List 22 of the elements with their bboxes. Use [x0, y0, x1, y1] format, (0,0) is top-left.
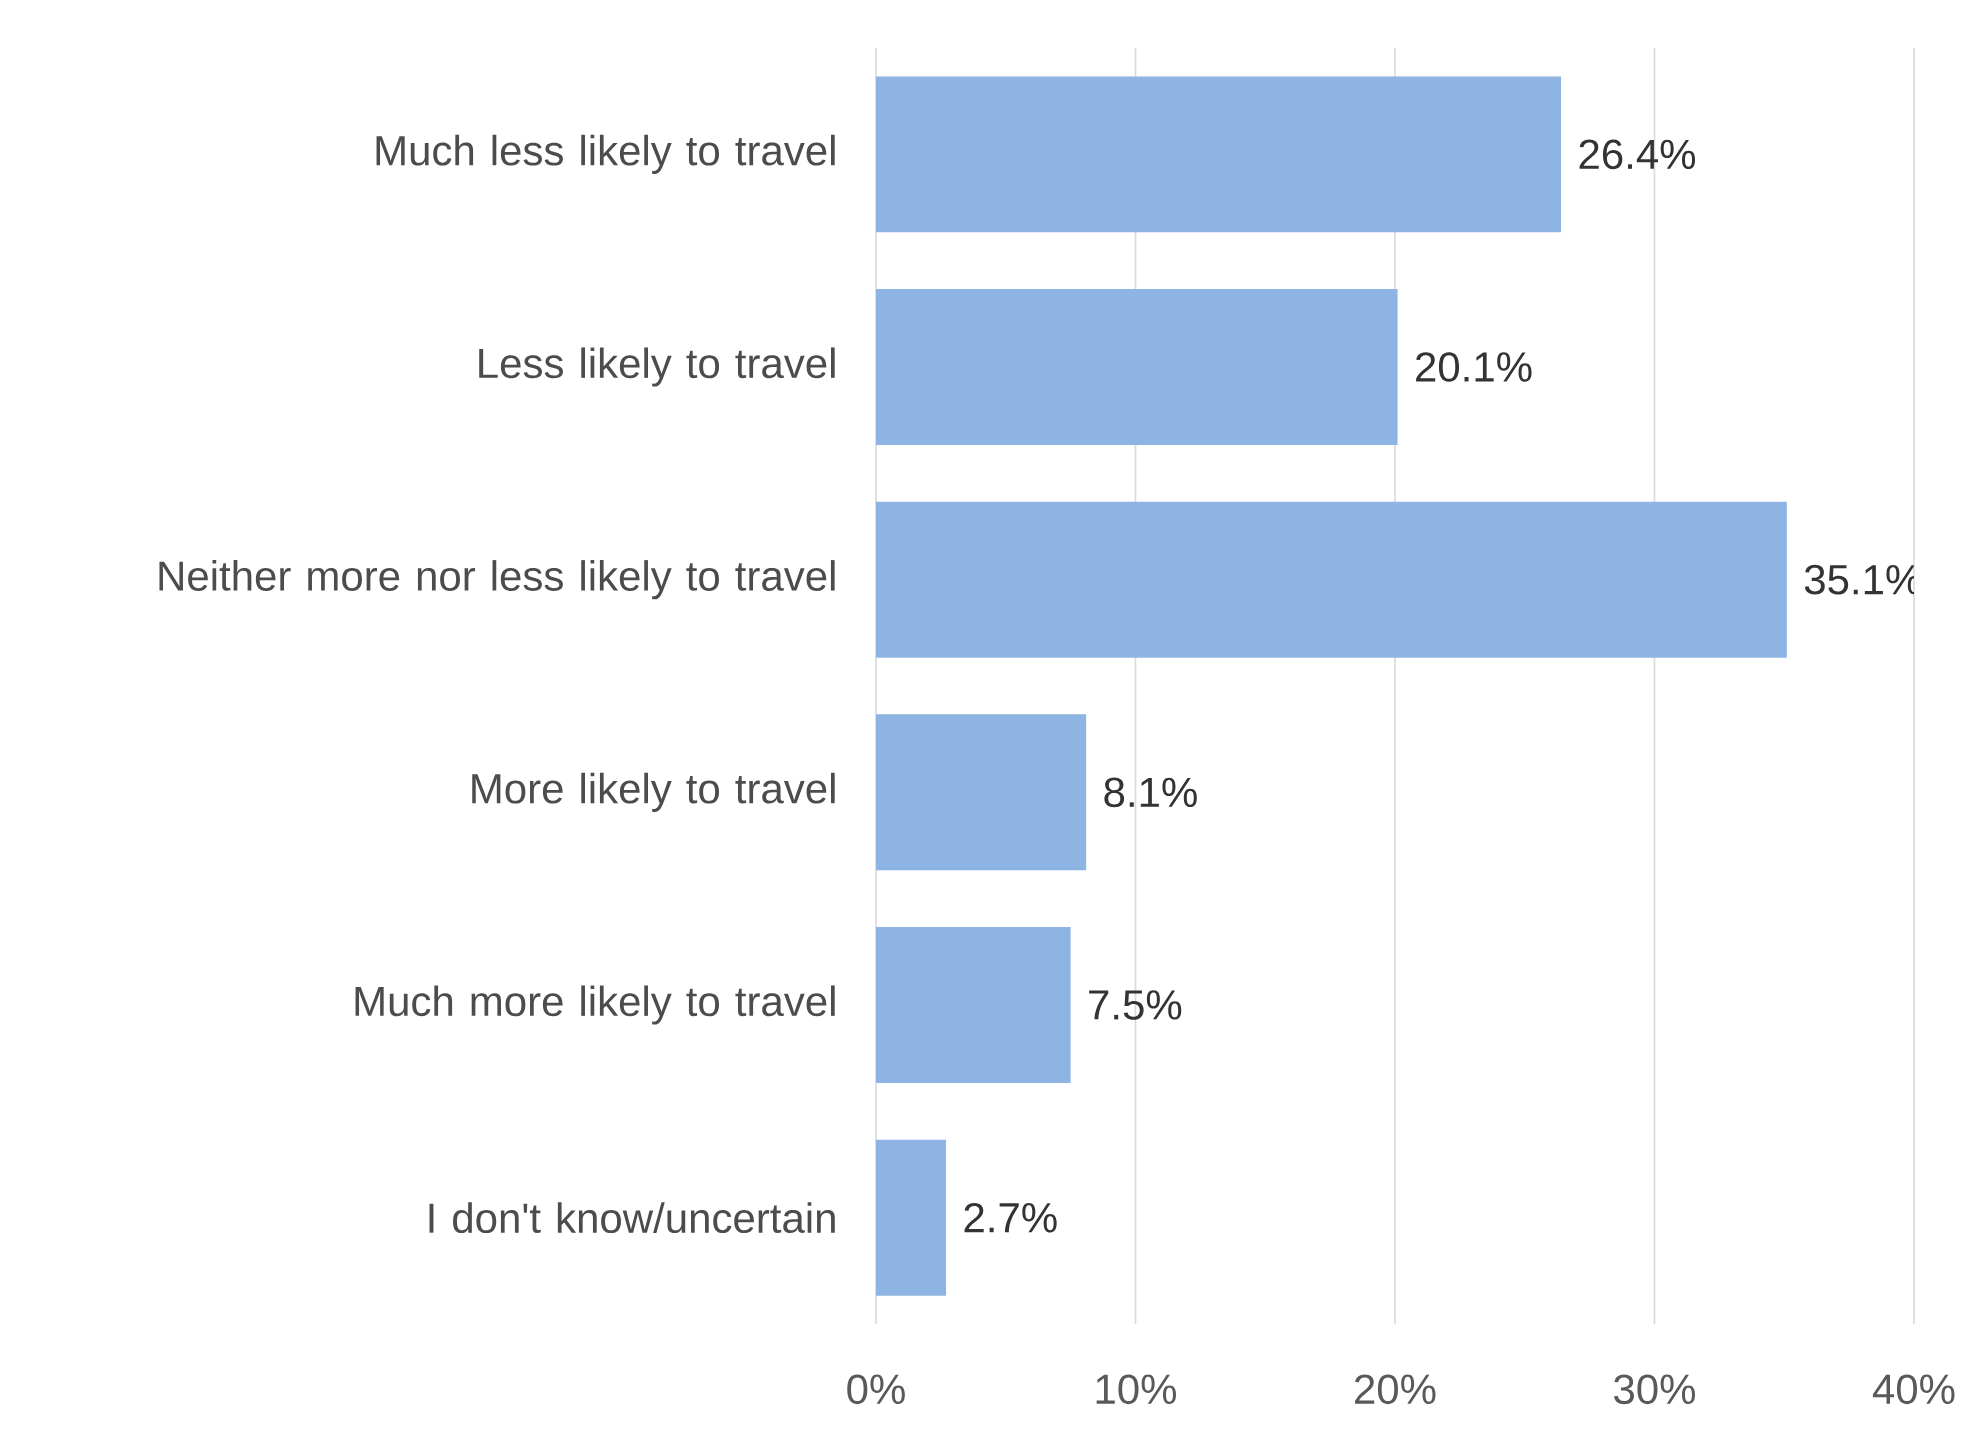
- x-tick-label: 40%: [1872, 1374, 1955, 1405]
- data-label: 8.1%: [1104, 777, 1197, 808]
- bar: [875, 76, 1562, 233]
- data-label: 26.4%: [1579, 139, 1696, 170]
- data-label: 7.5%: [1089, 990, 1182, 1020]
- y-tick-label: Much less likely to travel: [376, 134, 835, 174]
- bar: [875, 927, 1071, 1083]
- bar: [875, 501, 1787, 658]
- y-tick-label: Less likely to travel: [479, 347, 835, 387]
- data-label: 2.7%: [964, 1202, 1057, 1233]
- data-label: 20.1%: [1416, 352, 1532, 382]
- x-tick-label: 20%: [1355, 1374, 1436, 1405]
- bar: [875, 714, 1087, 871]
- y-tick-label: Neither more nor less likely to travel: [159, 560, 835, 600]
- y-tick-label: Much more likely to travel: [355, 985, 835, 1025]
- bar: [875, 289, 1398, 445]
- y-tick-label: More likely to travel: [472, 772, 835, 812]
- x-tick-label: 30%: [1614, 1374, 1696, 1405]
- bar: [875, 1139, 947, 1296]
- x-tick-label: 0%: [847, 1374, 905, 1405]
- y-tick-label: I don't know/uncertain: [429, 1202, 835, 1234]
- x-tick-label: 10%: [1096, 1374, 1177, 1405]
